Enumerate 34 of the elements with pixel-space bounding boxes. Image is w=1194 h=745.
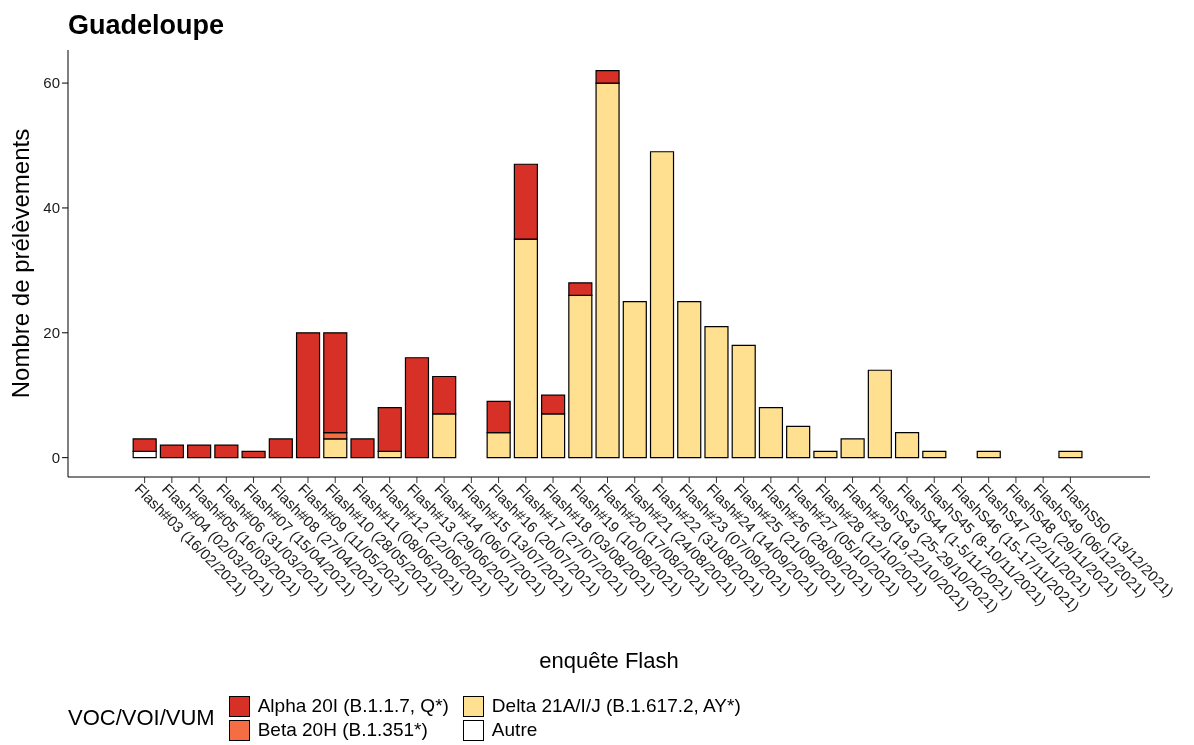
bar: [704, 325, 729, 459]
bar: [649, 151, 675, 459]
bar: [894, 432, 920, 459]
bar: [813, 450, 838, 459]
bar: [731, 344, 756, 459]
bar: [187, 444, 212, 459]
y-tick-label: 60: [43, 74, 60, 92]
bar: [840, 438, 865, 459]
bar: [976, 450, 1001, 459]
bar: [214, 444, 239, 459]
bar: [922, 450, 947, 459]
legend-label: Delta 21A/I/J (B.1.617.2, AY*): [491, 695, 741, 717]
y-tick-label: 20: [43, 324, 60, 342]
bar: [867, 369, 892, 459]
bar: [404, 357, 430, 459]
bar: [241, 450, 266, 459]
bar: [677, 300, 702, 459]
legend-label: Beta 20H (B.1.351*): [257, 719, 428, 741]
bar: [758, 407, 784, 459]
bar: [268, 438, 293, 459]
bar: [295, 332, 321, 459]
bar: [350, 438, 375, 459]
x-axis-title: enquête Flash: [538, 648, 680, 674]
y-axis-title: Nombre de prélèvements: [6, 128, 34, 399]
bar: [1058, 450, 1083, 459]
y-tick-label: 40: [43, 199, 60, 217]
legend-label: Alpha 20I (B.1.1.7, Q*): [257, 695, 449, 717]
chart-title: Guadeloupe: [68, 10, 225, 41]
bar: [159, 444, 185, 459]
bar: [622, 300, 647, 459]
legend-title: VOC/VOI/VUM: [68, 705, 215, 731]
legend-label: Autre: [491, 719, 538, 741]
bar: [786, 425, 811, 459]
y-tick-label: 0: [51, 448, 60, 466]
